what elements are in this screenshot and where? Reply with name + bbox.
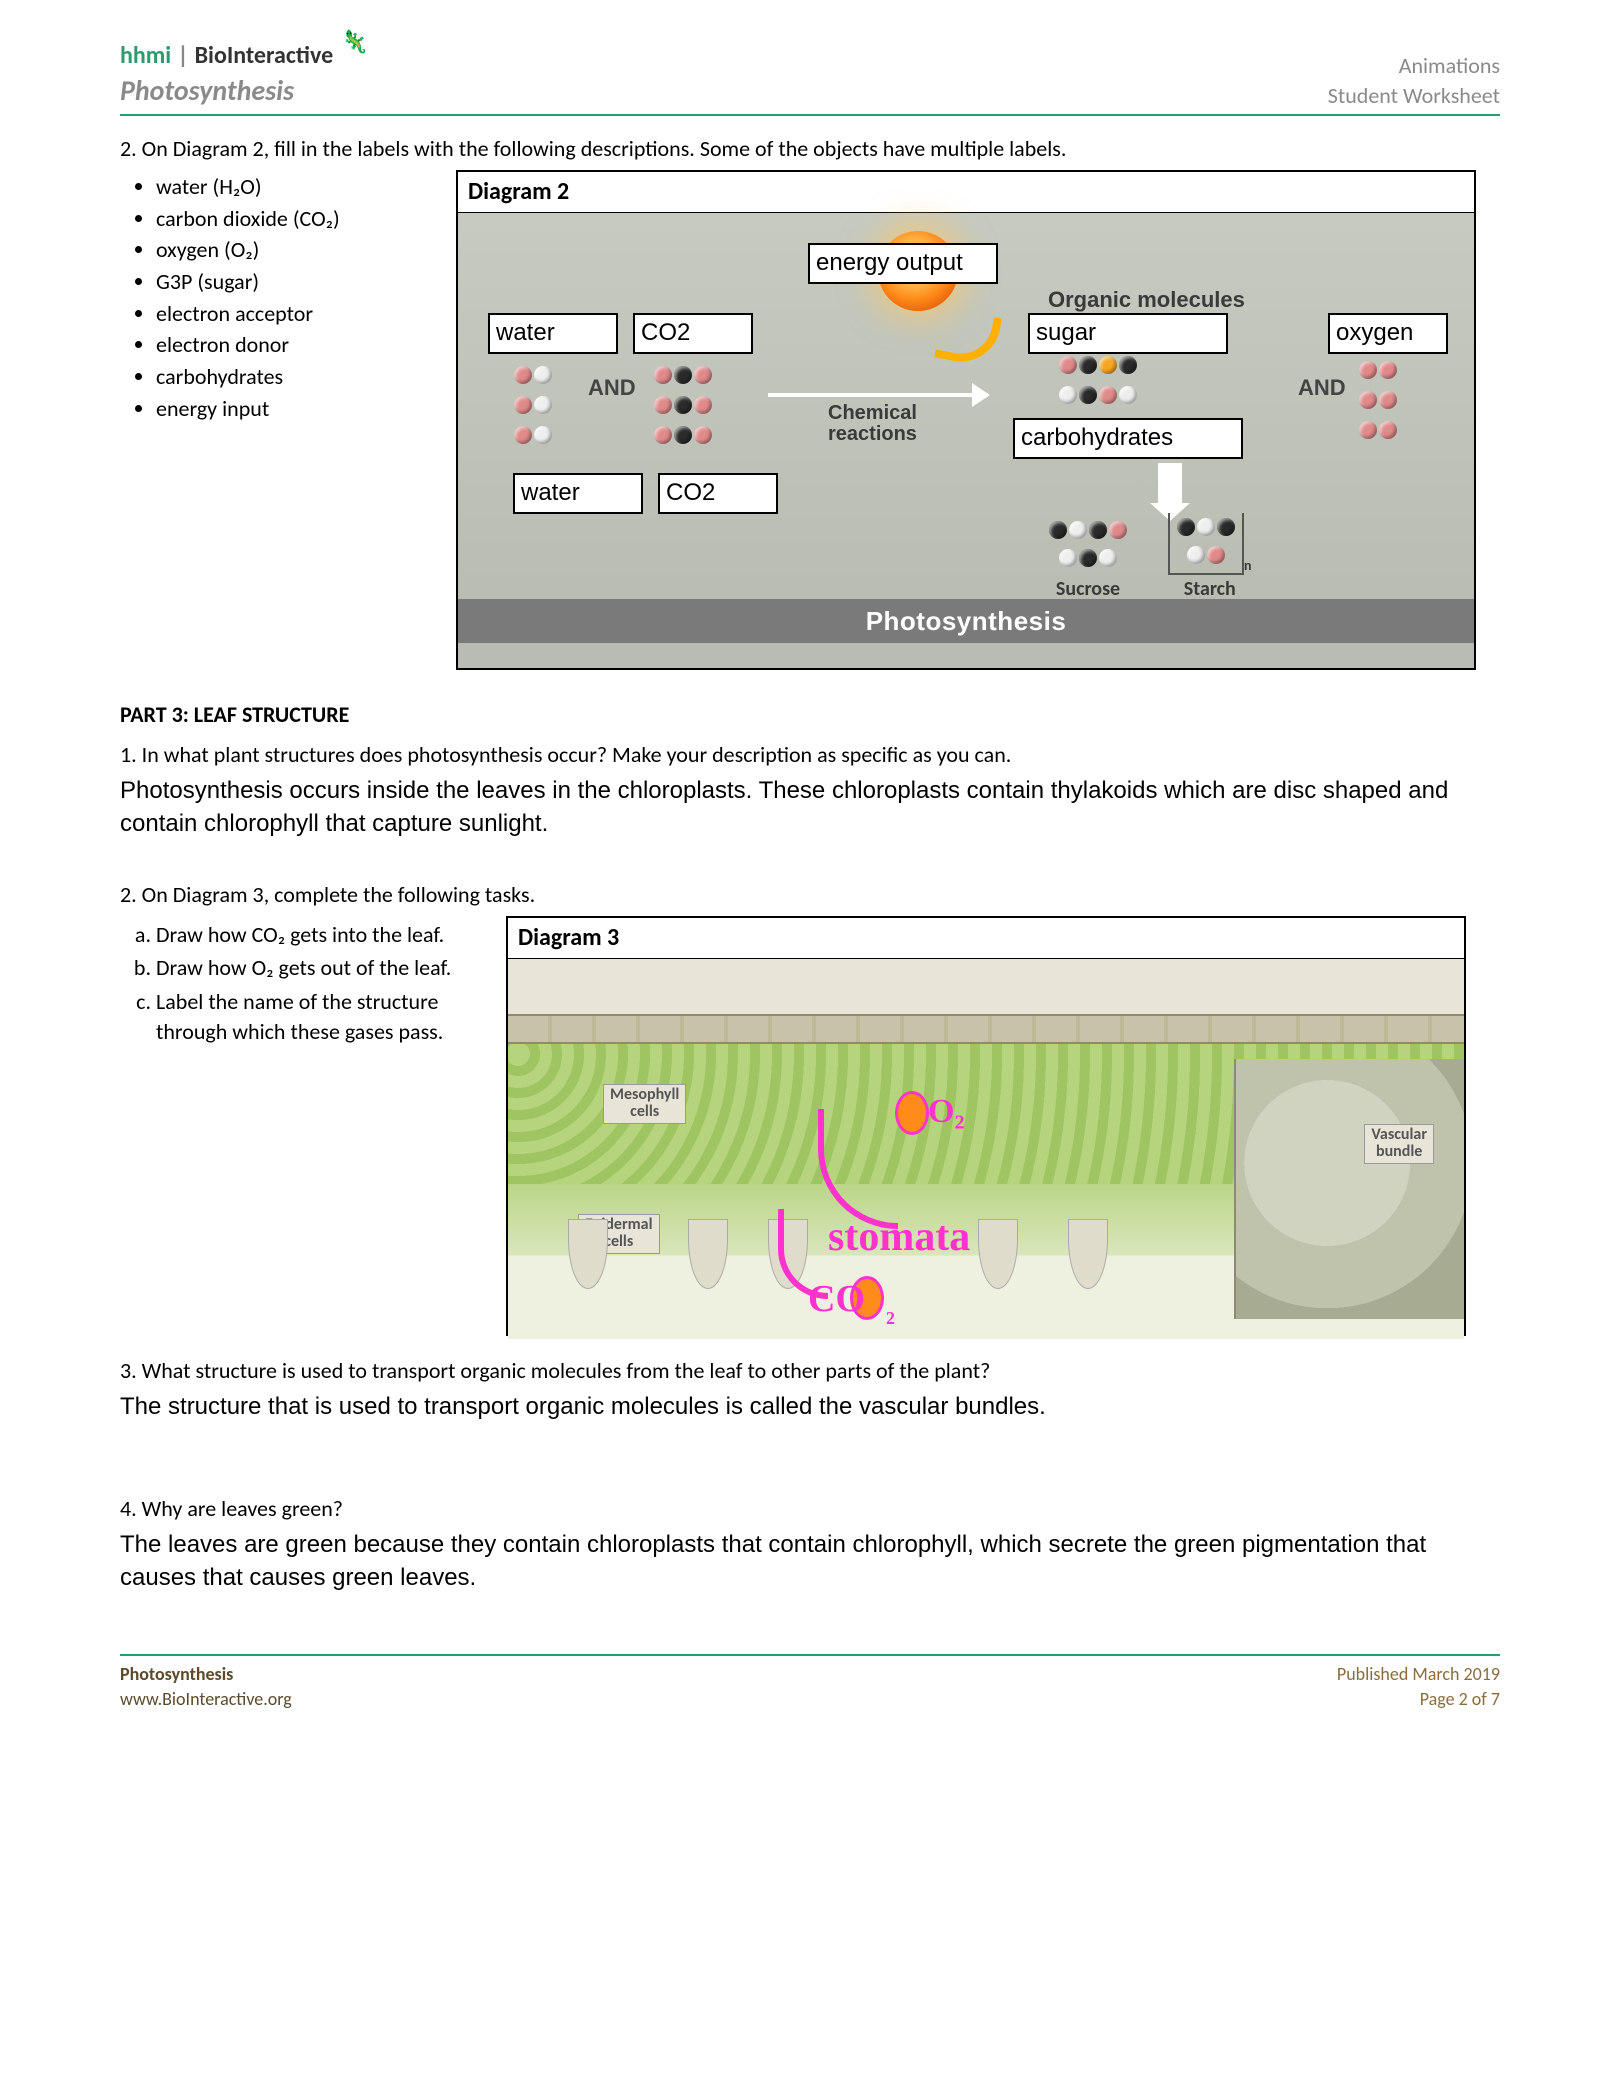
- logo-hhmi: hhmi: [120, 40, 171, 72]
- and-label-1: AND: [588, 373, 636, 403]
- part3-q4: 4. Why are leaves green?: [120, 1494, 1500, 1524]
- part3-a4: The leaves are green because they contai…: [120, 1529, 1500, 1594]
- organic-molecules-label: Organic molecules: [1048, 285, 1245, 315]
- label-oxygen[interactable]: oxygen: [1328, 313, 1448, 353]
- reaction-arrow-icon: [768, 393, 988, 397]
- sugar-molecule-icon: [1058, 353, 1138, 412]
- hand-co2-label: CO: [808, 1274, 865, 1325]
- diagram-2-title: Diagram 2: [458, 172, 1474, 213]
- q2-bullets: water (H₂O) carbon dioxide (CO₂) oxygen …: [156, 170, 436, 426]
- header-right: Animations Student Worksheet: [1328, 51, 1500, 110]
- q2-row: water (H₂O) carbon dioxide (CO₂) oxygen …: [120, 170, 1500, 670]
- label-water-bottom[interactable]: water: [513, 473, 643, 513]
- chemical-reactions-label: Chemical reactions: [828, 403, 917, 445]
- photosynthesis-bar: Photosynthesis: [458, 599, 1474, 643]
- footer-right: Published March 2019 Page 2 of 7: [1337, 1662, 1500, 1711]
- page-header: hhmi | BioInteractive 🦎 Photosynthesis A…: [120, 40, 1500, 116]
- bullet-item: electron donor: [156, 330, 436, 360]
- starch-block: n Starch: [1168, 513, 1252, 603]
- epidermal-cell-icon: [978, 1219, 1018, 1289]
- footer-published: Published March 2019: [1337, 1662, 1500, 1686]
- chem-line2: reactions: [828, 424, 917, 445]
- bullet-item: oxygen (O₂): [156, 235, 436, 265]
- diagram-3-body: Mesophyllcells Epidermalcells Vascularbu…: [508, 959, 1464, 1339]
- header-line1: Animations: [1328, 51, 1500, 81]
- hand-co2-sub: ₂: [886, 1289, 895, 1330]
- part3-tasks: Draw how CO₂ gets into the leaf. Draw ho…: [156, 916, 486, 1051]
- label-energy-output[interactable]: energy output: [808, 243, 998, 283]
- upper-epidermis-icon: [508, 1014, 1464, 1044]
- logo-pipe: |: [177, 40, 188, 72]
- part3-q2: 2. On Diagram 3, complete the following …: [120, 880, 1500, 910]
- bullet-item: carbon dioxide (CO₂): [156, 204, 436, 234]
- task-item: Draw how CO₂ gets into the leaf.: [156, 920, 486, 950]
- bullet-item: energy input: [156, 394, 436, 424]
- task-item: Draw how O₂ gets out of the leaf.: [156, 953, 486, 983]
- sucrose-block: Sucrose: [1048, 520, 1128, 603]
- topic-title: Photosynthesis: [120, 72, 369, 110]
- footer-url: www.BioInteractive.org: [120, 1687, 292, 1711]
- logo-row: hhmi | BioInteractive 🦎: [120, 40, 369, 72]
- header-line2: Student Worksheet: [1328, 81, 1500, 111]
- sucrose-molecule-icon: [1048, 520, 1128, 576]
- epidermal-cell-icon: [568, 1219, 608, 1289]
- part3-row: Draw how CO₂ gets into the leaf. Draw ho…: [120, 916, 1500, 1336]
- lizard-icon: 🦎: [341, 27, 368, 57]
- part3-a3: The structure that is used to transport …: [120, 1391, 1500, 1423]
- label-co2-top[interactable]: CO2: [633, 313, 753, 353]
- oxygen-molecules-icon: [1358, 358, 1398, 447]
- vascular-bundle-icon: [1234, 1059, 1464, 1319]
- page-footer: Photosynthesis www.BioInteractive.org Pu…: [120, 1654, 1500, 1711]
- hand-blob-icon: [898, 1094, 926, 1132]
- bullet-item: water (H₂O): [156, 172, 436, 202]
- down-arrow-icon: [1158, 463, 1182, 503]
- label-sugar[interactable]: sugar: [1028, 313, 1228, 353]
- footer-page: Page 2 of 7: [1337, 1687, 1500, 1711]
- bullet-item: electron acceptor: [156, 299, 436, 329]
- task-item: Label the name of the structure through …: [156, 987, 486, 1046]
- part3-q3: 3. What structure is used to transport o…: [120, 1356, 1500, 1386]
- part3-q1: 1. In what plant structures does photosy…: [120, 740, 1500, 770]
- water-molecules-icon: [513, 363, 553, 452]
- part3-heading: PART 3: LEAF STRUCTURE: [120, 700, 1500, 730]
- part3-a1: Photosynthesis occurs inside the leaves …: [120, 775, 1500, 840]
- mesophyll-tag: Mesophyllcells: [603, 1084, 686, 1124]
- vascular-tag: Vascularbundle: [1364, 1124, 1434, 1164]
- epidermal-cell-icon: [688, 1219, 728, 1289]
- logo-biointeractive: BioInteractive: [195, 40, 334, 72]
- q2-prompt: 2. On Diagram 2, fill in the labels with…: [120, 134, 1500, 164]
- logo-block: hhmi | BioInteractive 🦎 Photosynthesis: [120, 40, 369, 110]
- starch-bracket-icon: [1168, 513, 1244, 575]
- label-water-top[interactable]: water: [488, 313, 618, 353]
- sucrose-starch-block: Sucrose n Starch: [1048, 513, 1252, 603]
- label-carbohydrates[interactable]: carbohydrates: [1013, 418, 1243, 458]
- epidermal-cell-icon: [1068, 1219, 1108, 1289]
- label-co2-bottom[interactable]: CO2: [658, 473, 778, 513]
- footer-topic: Photosynthesis: [120, 1662, 292, 1686]
- and-label-2: AND: [1298, 373, 1346, 403]
- co2-molecules-icon: [653, 363, 713, 452]
- bullet-item: carbohydrates: [156, 362, 436, 392]
- bullet-item: G3P (sugar): [156, 267, 436, 297]
- diagram-2-body: energy output water CO2 Organic molecule…: [458, 213, 1474, 643]
- footer-left: Photosynthesis www.BioInteractive.org: [120, 1662, 292, 1711]
- diagram-2: Diagram 2 energy output water CO2 Organi…: [456, 170, 1476, 670]
- chem-line1: Chemical: [828, 403, 917, 424]
- diagram-3-title: Diagram 3: [508, 918, 1464, 959]
- hand-stomata-label: stomata: [828, 1209, 970, 1266]
- diagram-3: Diagram 3 Mesophyllcells Epidermalcells …: [506, 916, 1466, 1336]
- energy-arrow-icon: [934, 308, 1002, 368]
- hand-o2-label: O₂: [928, 1089, 965, 1135]
